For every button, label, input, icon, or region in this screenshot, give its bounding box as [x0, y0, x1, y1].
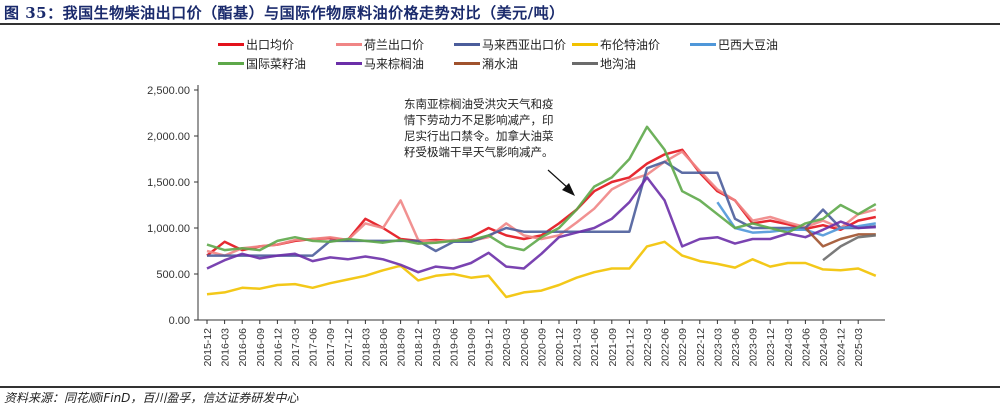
y-tick-label: 1,500.00	[147, 177, 190, 189]
x-tick-label: 2022-12	[695, 328, 707, 367]
legend-label: 马来西亚出口价	[482, 38, 567, 52]
legend-item: 马来西亚出口价	[454, 36, 566, 53]
legend-label: 巴西大豆油	[718, 38, 779, 52]
x-tick-label: 2015-12	[202, 328, 214, 367]
legend-swatch	[690, 43, 716, 46]
legend-swatch	[454, 62, 480, 65]
x-tick-label: 2022-09	[677, 328, 689, 367]
x-tick-label: 2023-03	[712, 328, 724, 367]
y-tick-label: 2,500.00	[147, 85, 190, 97]
legend-item: 地沟油	[572, 55, 636, 72]
series-line-5	[716, 201, 876, 237]
x-tick-label: 2017-03	[290, 328, 302, 367]
source-note: 资料来源：同花顺iFinD，百川盈孚，信达证券研发中心	[4, 391, 299, 405]
x-tick-label: 2019-03	[431, 328, 443, 367]
legend-swatch	[572, 62, 598, 65]
legend-label: 出口均价	[246, 38, 295, 52]
x-tick-label: 2016-09	[255, 328, 267, 367]
x-tick-label: 2024-03	[783, 328, 795, 367]
x-tick-label: 2021-09	[607, 328, 619, 367]
x-tick-label: 2024-12	[836, 328, 848, 367]
x-tick-label: 2022-03	[642, 328, 654, 367]
legend-item: 潲水油	[454, 55, 518, 72]
x-tick-label: 2020-12	[554, 328, 566, 367]
x-tick-label: 2017-09	[325, 328, 337, 367]
x-tick-label: 2024-09	[818, 328, 830, 367]
legend-item: 荷兰出口价	[336, 36, 424, 53]
x-tick-label: 2019-09	[466, 328, 478, 367]
x-tick-label: 2016-12	[272, 328, 284, 367]
y-tick-label: 1,000.00	[147, 223, 190, 235]
x-tick-label: 2018-03	[360, 328, 372, 367]
x-tick-label: 2024-06	[800, 328, 812, 367]
x-tick-label: 2023-09	[748, 328, 760, 367]
series-line-9	[822, 234, 876, 262]
line-chart: 0.00 500.00 1,000.00 1,500.00 2,000.00 2,500.…	[147, 85, 885, 367]
y-tick-label: 2,000.00	[147, 131, 190, 143]
legend-swatch	[336, 62, 362, 65]
x-tick-label: 2017-12	[343, 328, 355, 367]
x-tick-label: 2021-03	[572, 328, 584, 367]
annotation-arrow-line	[547, 169, 569, 189]
x-tick-label: 2019-06	[448, 328, 460, 367]
x-tick-label: 2017-06	[308, 328, 320, 367]
legend-label: 马来棕榈油	[364, 57, 425, 71]
x-tick-label: 2016-03	[220, 328, 232, 367]
x-tick-label: 2018-09	[396, 328, 408, 367]
x-tick-label: 2016-06	[237, 328, 249, 367]
annotation-arrow-head	[562, 183, 575, 196]
x-tick-label: 2020-06	[519, 328, 531, 367]
series-line-8	[804, 227, 876, 248]
series-line-4	[206, 240, 877, 299]
legend-item: 出口均价	[218, 36, 294, 53]
x-tick-label: 2018-12	[413, 328, 425, 367]
title-divider	[0, 23, 1000, 25]
annotation-text: 东南亚棕榈油受洪灾天气和疫情下劳动力不足影响减产，印尼实行出口禁令。加拿大油菜籽…	[404, 97, 554, 159]
x-tick-label: 2023-06	[730, 328, 742, 367]
chart-title: 图 35：我国生物柴油出口价（酯基）与国际作物原料油价格走势对比（美元/吨）	[4, 4, 565, 22]
x-tick-label: 2020-03	[501, 328, 513, 367]
legend-item: 马来棕榈油	[336, 55, 424, 72]
legend-label: 潲水油	[482, 57, 519, 71]
legend-swatch	[336, 43, 362, 46]
x-tick-label: 2021-06	[589, 328, 601, 367]
legend-item: 布伦特油价	[572, 36, 660, 53]
legend-label: 荷兰出口价	[364, 38, 425, 52]
series-line-7	[206, 176, 876, 274]
x-tick-label: 2022-06	[660, 328, 672, 367]
series-line-6	[206, 125, 877, 252]
legend-swatch	[454, 43, 480, 46]
x-tick-label: 2021-12	[624, 328, 636, 367]
legend-label: 布伦特油价	[600, 38, 661, 52]
x-tick-label: 2023-12	[765, 328, 777, 367]
x-tick-label: 2025-03	[853, 328, 865, 367]
legend-label: 地沟油	[600, 57, 637, 71]
x-tick-label: 2018-06	[378, 328, 390, 367]
legend-swatch	[572, 43, 598, 46]
x-tick-label: 2020-09	[536, 328, 548, 367]
series-line-2	[206, 150, 877, 257]
source-divider	[0, 386, 1000, 388]
legend-swatch	[218, 62, 244, 65]
legend-swatch	[218, 43, 244, 46]
y-tick-label: 500.00	[156, 269, 190, 281]
x-tick-label: 2019-12	[484, 328, 496, 367]
legend-label: 国际菜籽油	[246, 57, 307, 71]
legend-item: 巴西大豆油	[690, 36, 778, 53]
y-tick-label: 0.00	[169, 315, 190, 327]
legend-item: 国际菜籽油	[218, 55, 306, 72]
series-line-3	[207, 160, 876, 257]
